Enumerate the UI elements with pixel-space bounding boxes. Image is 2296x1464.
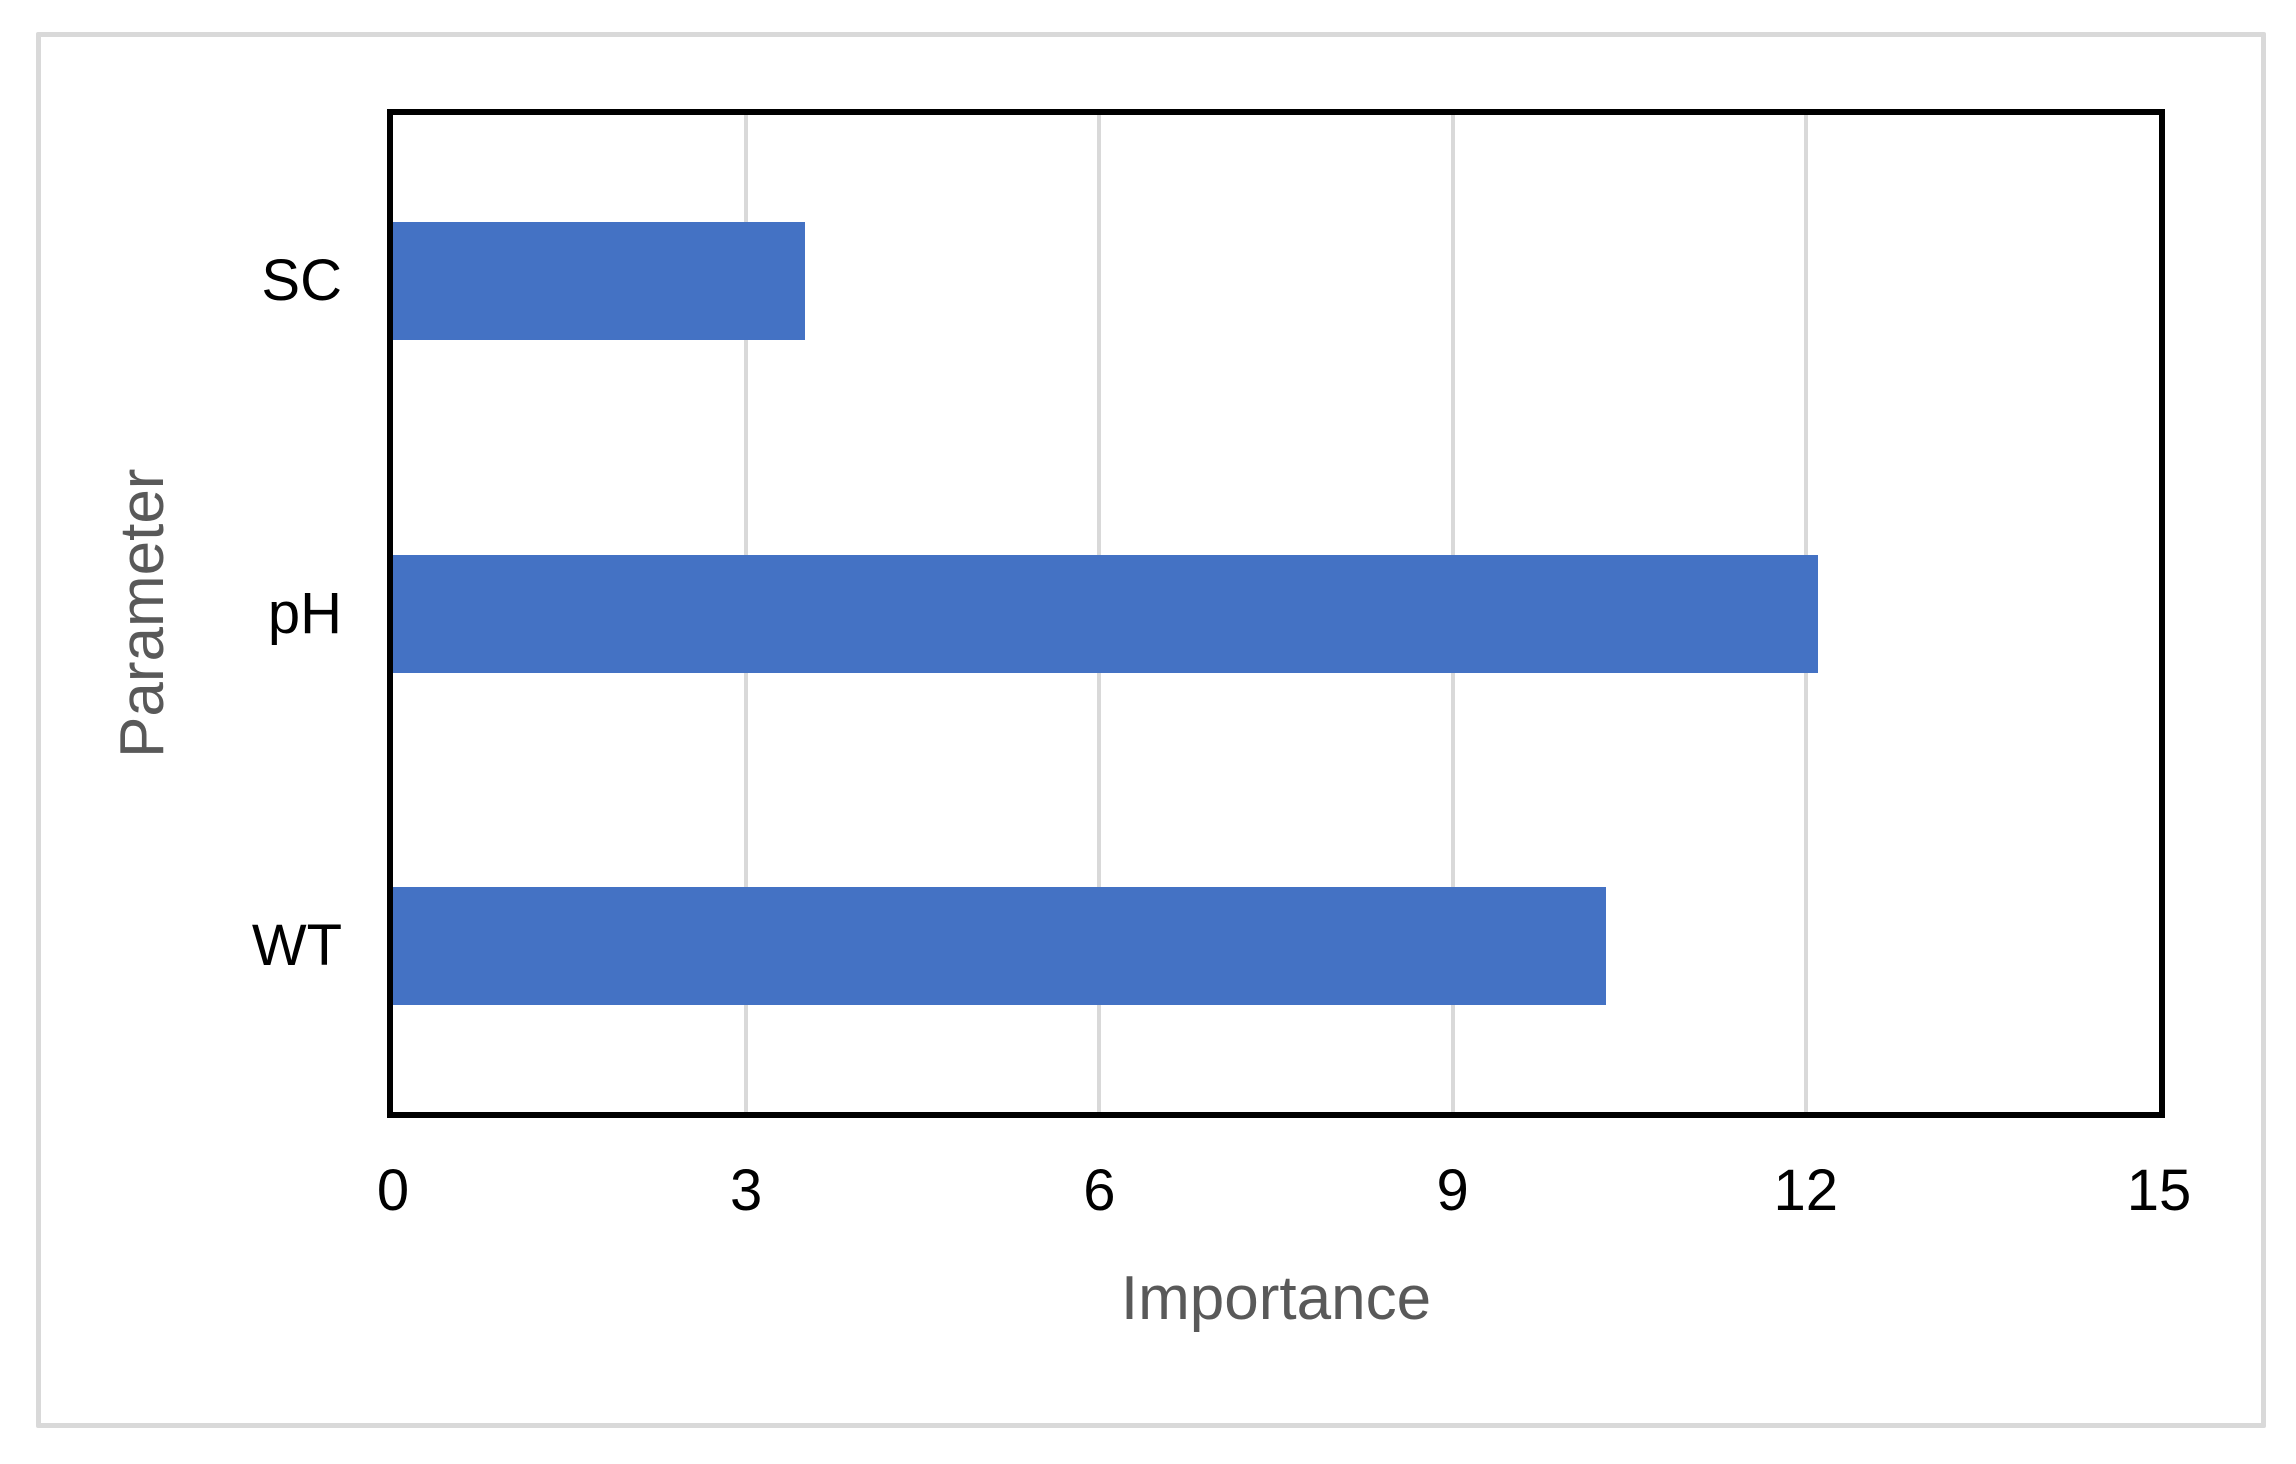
plot-area: [387, 109, 2165, 1118]
category-label-SC: SC: [261, 248, 342, 314]
x-axis-title: Importance: [1120, 1264, 1432, 1333]
x-tick-labels: 0 3 6 9 12 15: [377, 1158, 2191, 1232]
x-tick-12: 12: [1773, 1158, 1839, 1223]
bar-SC: [393, 222, 806, 341]
x-tick-6: 6: [1083, 1158, 1116, 1223]
bar-WT: [393, 886, 1606, 1005]
category-label-pH: pH: [267, 580, 342, 646]
y-axis-title: Parameter: [108, 468, 177, 759]
x-tick-15: 15: [2126, 1158, 2192, 1223]
bar-pH: [393, 554, 1818, 673]
bars: [393, 115, 2159, 1112]
x-tick-0: 0: [376, 1158, 410, 1223]
x-tick-3: 3: [730, 1158, 763, 1223]
category-label-WT: WT: [251, 912, 342, 978]
y-category-labels: SC pH WT: [0, 0, 342, 1464]
x-tick-9: 9: [1436, 1158, 1469, 1223]
